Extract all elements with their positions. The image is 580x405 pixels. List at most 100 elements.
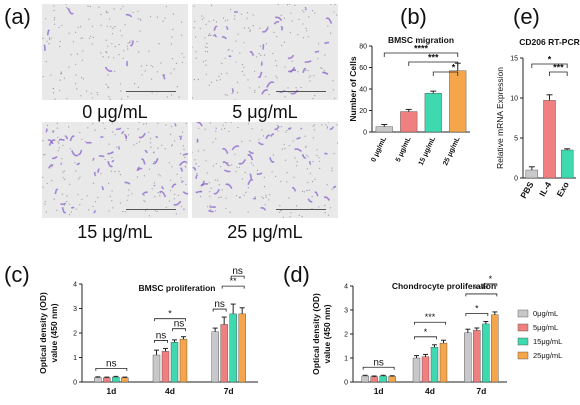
- scale-bar: [276, 209, 326, 210]
- migrated-cell: [123, 133, 127, 138]
- pore-dot: [126, 45, 129, 47]
- pore-dot: [186, 162, 188, 164]
- pore-dot: [227, 49, 229, 52]
- pore-dot: [273, 31, 275, 33]
- pore-dot: [271, 171, 273, 173]
- legend-swatch: [517, 337, 529, 346]
- migrated-cell: [221, 36, 227, 40]
- migrated-cell: [64, 135, 69, 140]
- bar: [179, 338, 188, 383]
- pore-dot: [96, 92, 98, 94]
- pore-dot: [92, 182, 95, 184]
- migrated-cell: [329, 126, 335, 130]
- pore-dot: [228, 130, 230, 133]
- pore-dot: [92, 37, 94, 39]
- pore-dot: [127, 42, 129, 45]
- pore-dot: [161, 144, 163, 146]
- pore-dot: [54, 23, 56, 25]
- y-axis-label: Relative mRNA Expression: [495, 67, 505, 169]
- pore-dot: [137, 18, 139, 20]
- pore-dot: [94, 201, 97, 203]
- pore-dot: [100, 52, 102, 54]
- pore-dot: [197, 150, 199, 152]
- pore-dot: [180, 21, 183, 23]
- pore-dot: [173, 140, 176, 142]
- migrated-cell: [46, 29, 51, 36]
- pore-dot: [120, 8, 122, 10]
- pore-dot: [169, 189, 172, 192]
- pore-dot: [66, 195, 68, 197]
- pore-dot: [195, 57, 197, 59]
- pore-dot: [90, 92, 92, 94]
- chart-title: BMSC proliferation: [139, 283, 216, 293]
- migrated-cell: [302, 154, 307, 159]
- pore-dot: [97, 94, 99, 96]
- pore-dot: [331, 188, 333, 190]
- pore-dot: [205, 60, 207, 62]
- pore-dot: [42, 37, 44, 40]
- pore-dot: [247, 211, 249, 213]
- pore-dot: [246, 17, 248, 19]
- pore-dot: [209, 204, 211, 206]
- pore-dot: [285, 131, 287, 133]
- significance-bracket: [408, 61, 459, 66]
- pore-dot: [102, 56, 104, 58]
- y-tick-label: 10: [510, 96, 518, 103]
- pore-dot: [143, 175, 145, 177]
- pore-dot: [319, 167, 321, 169]
- pore-dot: [112, 131, 114, 133]
- migrated-cell: [256, 172, 263, 176]
- pore-dot: [309, 172, 311, 174]
- legend-label: 0μg/mL: [533, 309, 558, 318]
- pore-dot: [177, 194, 179, 196]
- pore-dot: [109, 18, 111, 20]
- pore-dot: [111, 200, 113, 202]
- pore-dot: [276, 124, 279, 127]
- migrated-cell: [144, 149, 148, 154]
- pore-dot: [313, 124, 316, 126]
- y-tick-label: 5: [514, 136, 518, 143]
- pore-dot: [48, 43, 50, 45]
- pore-dot: [265, 194, 267, 196]
- pore-dot: [107, 86, 109, 88]
- pore-dot: [243, 66, 245, 68]
- significance-label: ***: [425, 312, 436, 322]
- pore-dot: [119, 83, 121, 85]
- pore-dot: [61, 72, 63, 75]
- pore-dot: [42, 176, 44, 178]
- x-tick-label: 5 μg/mL: [395, 135, 413, 163]
- significance-label: *: [452, 63, 456, 73]
- migrated-cell: [314, 191, 319, 197]
- migrated-cell: [173, 200, 182, 206]
- pore-dot: [263, 176, 265, 179]
- pore-dot: [157, 147, 159, 149]
- pore-dot: [324, 212, 326, 214]
- migrated-cell: [138, 132, 146, 139]
- pore-dot: [119, 30, 121, 32]
- migrated-cell: [287, 127, 292, 130]
- bar: [152, 354, 161, 383]
- pore-dot: [283, 41, 286, 43]
- pore-dot: [180, 177, 182, 179]
- pore-dot: [324, 54, 326, 56]
- bar-0 μg/mL: [375, 126, 393, 133]
- pore-dot: [52, 131, 54, 134]
- y-axis-label: Optical density (OD): [38, 292, 48, 374]
- pore-dot: [181, 61, 183, 64]
- pore-dot: [235, 40, 237, 42]
- pore-dot: [181, 131, 184, 133]
- pore-dot: [234, 15, 236, 17]
- migrated-cell: [48, 139, 56, 146]
- pore-dot: [165, 6, 167, 8]
- pore-dot: [173, 198, 175, 200]
- pore-dot: [261, 129, 263, 131]
- significance-label: **: [230, 276, 238, 286]
- pore-dot: [70, 211, 72, 213]
- migrated-cell: [93, 171, 97, 177]
- pore-dot: [334, 97, 336, 99]
- pore-dot: [247, 187, 249, 189]
- pore-dot: [151, 92, 153, 94]
- pore-dot: [254, 89, 256, 92]
- pore-dot: [313, 129, 315, 131]
- pore-dot: [81, 198, 83, 200]
